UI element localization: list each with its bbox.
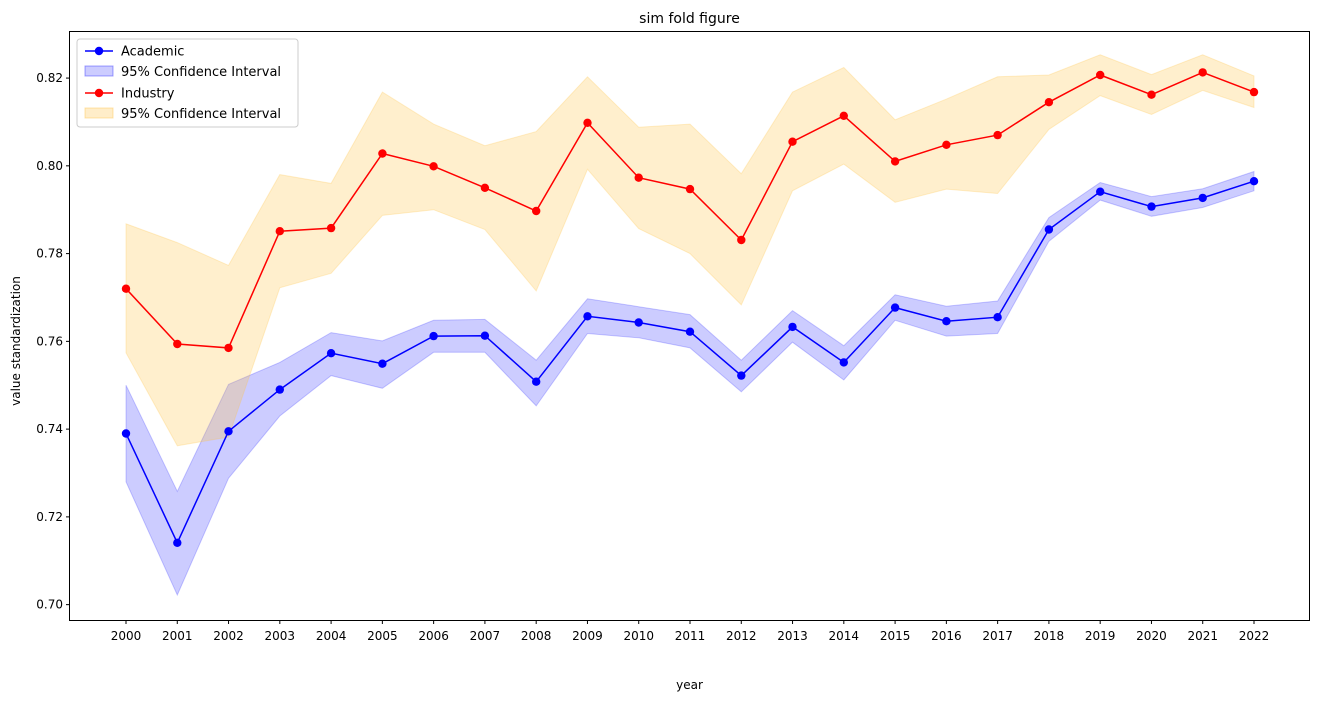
point-industry-2003 [275, 227, 284, 236]
x-tick-label: 2007 [470, 629, 501, 643]
legend-label-academic-ci: 95% Confidence Interval [121, 65, 281, 80]
point-industry-2005 [378, 149, 387, 158]
point-academic-2015 [890, 303, 900, 312]
ci-band-industry [125, 54, 1255, 447]
y-tick-label: 0.82 [36, 71, 63, 85]
point-academic-2004 [326, 349, 336, 358]
ci-band-academic [125, 170, 1255, 597]
x-axis-label: year [676, 678, 703, 692]
confidence-bands [125, 54, 1255, 597]
point-academic-2001 [173, 538, 182, 547]
point-academic-2006 [429, 331, 438, 341]
point-academic-2013 [788, 322, 797, 332]
x-tick-label: 2006 [418, 629, 449, 643]
x-tick-label: 2017 [982, 629, 1013, 643]
y-axis-ticks: 0.70 0.72 0.74 0.76 0.78 0.80 0.82 [36, 71, 70, 612]
x-tick-label: 2013 [777, 629, 808, 643]
x-tick-label: 2012 [726, 629, 757, 643]
point-academic-2011 [685, 327, 695, 336]
x-tick-label: 2018 [1034, 629, 1065, 643]
point-industry-2012 [737, 235, 746, 245]
x-tick-label: 2009 [572, 629, 603, 643]
point-industry-2016 [942, 140, 951, 149]
y-tick-label: 0.78 [36, 247, 63, 261]
point-industry-2002 [224, 343, 233, 353]
x-tick-label: 2005 [367, 629, 398, 643]
point-industry-2007 [480, 183, 490, 192]
point-academic-2022 [1249, 177, 1259, 186]
y-tick-label: 0.72 [36, 510, 63, 524]
x-axis-ticks: 2000 2001 2002 2003 2004 2005 2006 2007 2008 2009… [111, 620, 1270, 643]
point-academic-2005 [378, 359, 387, 368]
point-industry-2022 [1249, 87, 1259, 97]
point-academic-2007 [480, 331, 490, 340]
point-academic-2009 [583, 312, 592, 321]
legend-label-industry: Industry [121, 87, 175, 102]
point-industry-2009 [583, 118, 592, 128]
point-industry-2014 [839, 111, 848, 121]
point-industry-2004 [326, 223, 336, 233]
legend-swatch-industry-ci [84, 107, 114, 119]
point-industry-2018 [1044, 98, 1054, 107]
point-industry-2020 [1147, 90, 1156, 99]
y-tick-label: 0.74 [36, 422, 63, 436]
point-academic-2008 [532, 377, 541, 386]
point-industry-2019 [1096, 70, 1105, 80]
point-academic-2002 [224, 427, 233, 436]
point-academic-2018 [1044, 225, 1054, 234]
point-academic-2003 [275, 385, 284, 394]
y-tick-label: 0.76 [36, 334, 63, 348]
point-industry-2001 [173, 339, 182, 349]
point-academic-2017 [993, 313, 1002, 322]
x-tick-label: 2000 [111, 629, 142, 643]
point-industry-2017 [993, 130, 1002, 140]
y-tick-label: 0.80 [36, 159, 63, 173]
x-tick-label: 2022 [1239, 629, 1270, 643]
y-tick-label: 0.70 [36, 598, 63, 612]
x-tick-label: 2003 [265, 629, 296, 643]
x-tick-label: 2002 [213, 629, 244, 643]
chart-title: sim fold figure [639, 11, 740, 27]
x-tick-label: 2011 [675, 629, 706, 643]
legend: Academic 95% Confidence Interval Industr… [76, 38, 299, 128]
point-academic-2014 [839, 358, 848, 367]
point-academic-2010 [634, 318, 643, 327]
legend-marker-industry-dot [94, 88, 104, 98]
x-tick-label: 2001 [162, 629, 193, 643]
point-industry-2008 [532, 206, 541, 216]
legend-label-academic: Academic [121, 45, 184, 60]
point-industry-2010 [634, 173, 643, 182]
x-tick-label: 2010 [623, 629, 654, 643]
point-industry-2011 [685, 184, 695, 194]
point-academic-2020 [1147, 202, 1156, 211]
x-tick-label: 2004 [316, 629, 347, 643]
point-industry-2021 [1198, 68, 1207, 77]
x-tick-label: 2015 [880, 629, 911, 643]
series-lines [121, 68, 1259, 547]
x-tick-label: 2021 [1187, 629, 1218, 643]
x-tick-label: 2008 [521, 629, 552, 643]
legend-label-industry-ci: 95% Confidence Interval [121, 107, 281, 122]
point-academic-2012 [737, 371, 746, 380]
legend-marker-academic-dot [94, 46, 104, 56]
x-tick-label: 2020 [1136, 629, 1167, 643]
point-industry-2013 [788, 137, 797, 146]
point-industry-2000 [121, 284, 131, 293]
point-academic-2016 [942, 317, 951, 326]
y-axis-label: value standardization [9, 276, 23, 406]
point-academic-2019 [1096, 187, 1105, 196]
point-industry-2015 [890, 157, 900, 166]
legend-swatch-academic-ci [84, 65, 114, 77]
point-academic-2000 [121, 429, 131, 438]
point-academic-2021 [1198, 193, 1207, 203]
point-industry-2006 [429, 162, 438, 171]
plot-frame [69, 31, 1310, 621]
x-tick-label: 2019 [1085, 629, 1116, 643]
x-tick-label: 2016 [931, 629, 962, 643]
legend-frame [76, 38, 299, 128]
x-tick-label: 2014 [829, 629, 860, 643]
